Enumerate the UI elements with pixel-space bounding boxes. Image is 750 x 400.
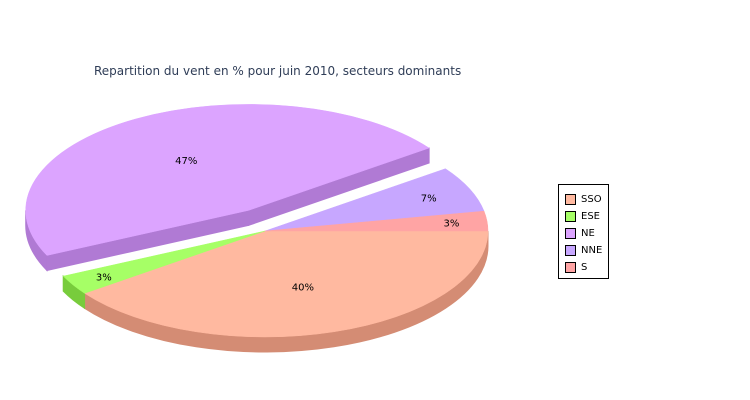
slice-ne[interactable] [25, 104, 430, 256]
legend-swatch-s [565, 262, 576, 273]
legend-label-nne: NNE [581, 245, 603, 256]
legend-item-ne: NE [559, 225, 608, 242]
slice-label-ne: 47% [175, 156, 197, 167]
legend-label-s: S [581, 262, 588, 273]
legend-item-ese: ESE [559, 208, 608, 225]
legend-item-nne: NNE [559, 242, 608, 259]
slice-s[interactable] [264, 210, 489, 232]
slice-label-s: 3% [444, 219, 460, 230]
legend-label-ne: NE [581, 228, 595, 239]
legend-label-sso: SSO [581, 194, 602, 205]
slice-ese[interactable] [62, 230, 266, 294]
legend: SSO ESE NE NNE S [558, 184, 609, 279]
slice-label-nne: 7% [421, 193, 437, 204]
legend-swatch-sso [565, 194, 576, 205]
legend-label-ese: ESE [581, 211, 600, 222]
slice-label-ese: 3% [96, 272, 112, 283]
slice-sso[interactable] [84, 230, 489, 338]
legend-swatch-nne [565, 245, 576, 256]
legend-item-s: S [559, 259, 608, 276]
chart-title: Repartition du vent en % pour juin 2010,… [94, 64, 462, 78]
slice-label-sso: 40% [292, 282, 314, 293]
legend-swatch-ese [565, 211, 576, 222]
legend-swatch-ne [565, 228, 576, 239]
legend-item-sso: SSO [559, 191, 608, 208]
